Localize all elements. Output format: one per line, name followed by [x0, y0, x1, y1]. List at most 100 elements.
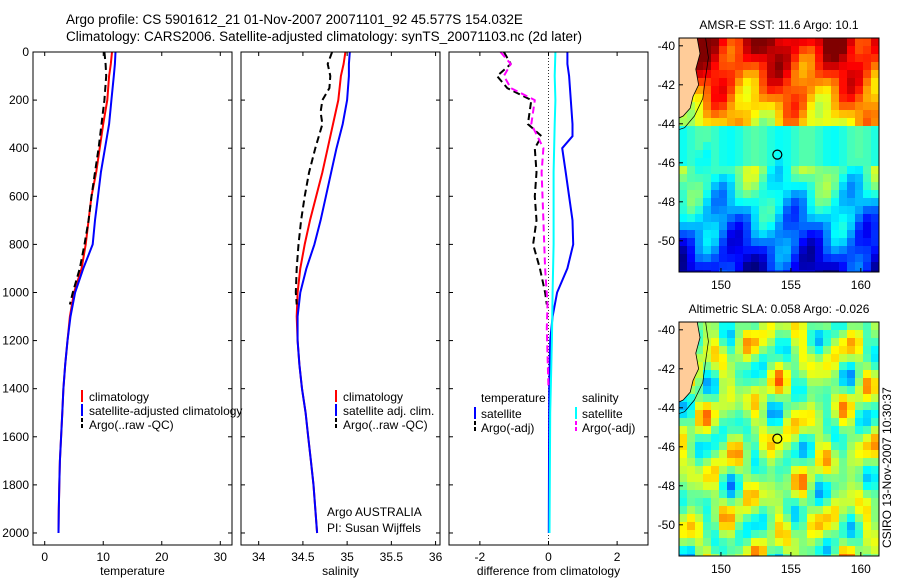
map-cell: [871, 498, 879, 507]
map-cell: [871, 530, 879, 539]
map-cell: [687, 222, 696, 231]
map-cell: [855, 482, 864, 491]
map-cell: [831, 522, 840, 531]
map-cell: [855, 474, 864, 483]
map-cell: [807, 230, 816, 239]
map-cell: [871, 474, 879, 483]
map-cell: [839, 402, 848, 411]
map-cell: [743, 166, 752, 175]
map-cell: [735, 354, 744, 363]
map-cell: [767, 70, 776, 79]
map-cell: [871, 70, 879, 79]
map-cell: [703, 442, 712, 451]
map-cell: [735, 62, 744, 71]
map-y-tick-label: -50: [658, 518, 676, 532]
map-cell: [847, 506, 856, 515]
map-cell: [855, 506, 864, 515]
map-cell: [719, 346, 728, 355]
map-cell: [735, 70, 744, 79]
map-cell: [791, 54, 800, 63]
map-cell: [759, 38, 768, 47]
y-tick-label: 2000: [2, 526, 29, 540]
map-cell: [759, 54, 768, 63]
map-cell: [823, 322, 832, 331]
map-cell: [727, 230, 736, 239]
map-cell: [807, 354, 816, 363]
map-cell: [815, 466, 824, 475]
map-cell: [783, 126, 792, 135]
map-cell: [719, 214, 728, 223]
map-cell: [727, 174, 736, 183]
map-cell: [831, 498, 840, 507]
map-cell: [831, 362, 840, 371]
map-cell: [807, 554, 816, 556]
map-cell: [687, 426, 696, 435]
map-cell: [863, 206, 872, 215]
map-cell: [847, 150, 856, 159]
map-cell: [751, 102, 760, 111]
map-cell: [711, 102, 720, 111]
map-cell: [711, 182, 720, 191]
map-cell: [727, 402, 736, 411]
map-cell: [871, 362, 879, 371]
map-cell: [791, 354, 800, 363]
map-cell: [815, 490, 824, 499]
map-cell: [847, 426, 856, 435]
map-cell: [719, 206, 728, 215]
map-cell: [695, 222, 704, 231]
map-cell: [799, 554, 808, 556]
map-cell: [839, 330, 848, 339]
map-title: Altimetric SLA: 0.058 Argo: -0.026: [689, 302, 870, 316]
map-cell: [799, 482, 808, 491]
map-cell: [703, 94, 712, 103]
map-cell: [735, 238, 744, 247]
map-cell: [711, 206, 720, 215]
map-x-tick-label: 150: [711, 278, 731, 292]
map-cell: [799, 418, 808, 427]
map-cell: [871, 418, 879, 427]
map-cell: [695, 506, 704, 515]
map-cell: [751, 214, 760, 223]
map-cell: [807, 370, 816, 379]
map-cell: [855, 134, 864, 143]
map-cell: [727, 538, 736, 547]
map-cell: [871, 86, 879, 95]
map-cell: [839, 466, 848, 475]
map-cell: [815, 238, 824, 247]
map-cell: [839, 246, 848, 255]
map-cell: [687, 102, 696, 111]
map-cell: [743, 46, 752, 55]
map-cell: [711, 110, 720, 119]
map-cell: [727, 198, 736, 207]
y-tick-label: 1200: [2, 334, 29, 348]
map-cell: [791, 442, 800, 451]
map-cell: [831, 198, 840, 207]
map-cell: [823, 142, 832, 151]
map-cell: [719, 158, 728, 167]
map-cell: [871, 370, 879, 379]
map-cell: [775, 38, 784, 47]
map-y-tick-label: -48: [658, 195, 676, 209]
map-cell: [767, 442, 776, 451]
map-cell: [743, 86, 752, 95]
map-cell: [679, 482, 688, 491]
map-cell: [695, 322, 704, 331]
map-cell: [687, 530, 696, 539]
map-cell: [855, 530, 864, 539]
map-cell: [743, 434, 752, 443]
map-cell: [831, 246, 840, 255]
map-cell: [711, 530, 720, 539]
map-cell: [823, 206, 832, 215]
map-cell: [831, 190, 840, 199]
map-cell: [839, 214, 848, 223]
map-cell: [679, 254, 688, 263]
map-cell: [703, 394, 712, 403]
map-cell: [735, 198, 744, 207]
map-cell: [783, 46, 792, 55]
map-cell: [823, 54, 832, 63]
map-cell: [775, 238, 784, 247]
map-cell: [687, 158, 696, 167]
map-cell: [847, 246, 856, 255]
map-cell: [687, 246, 696, 255]
map-cell: [791, 498, 800, 507]
